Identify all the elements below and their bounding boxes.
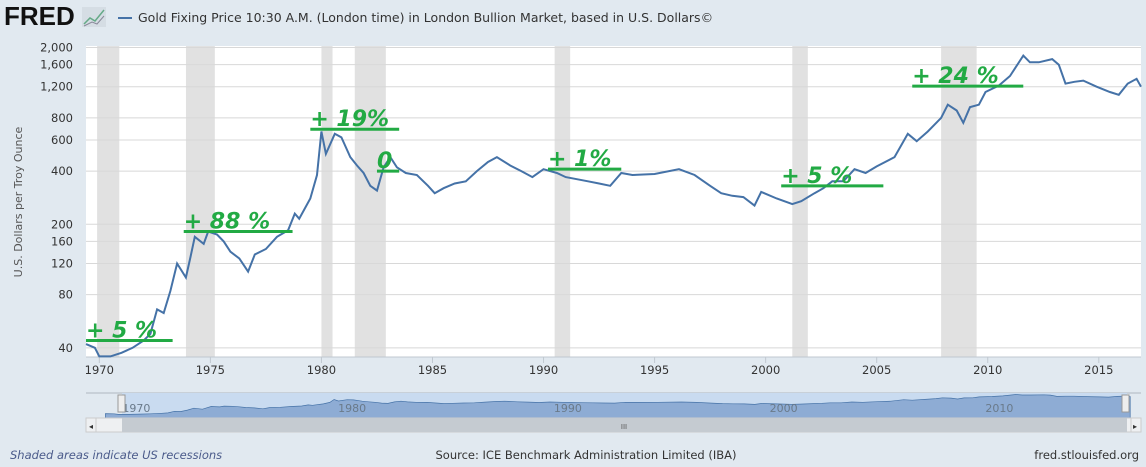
plot-area xyxy=(86,46,1141,357)
scroll-right-button[interactable]: ▸ xyxy=(1130,417,1142,433)
navigator-tick-label: 1970 xyxy=(122,402,150,415)
navigator-right-handle[interactable] xyxy=(1121,394,1130,413)
navigator-tick-label: 1980 xyxy=(338,402,366,415)
annotation-label: + 88 % xyxy=(184,210,270,235)
annotation-label: + 24 % xyxy=(912,64,998,89)
y-tick-label: 120 xyxy=(51,256,73,270)
annotation-label: + 19% xyxy=(310,107,389,132)
y-tick-label: 1,200 xyxy=(40,80,73,94)
fred-logo[interactable]: FRED xyxy=(4,1,75,31)
annotation-label: + 5 % xyxy=(781,164,852,189)
svg-text:▸: ▸ xyxy=(1133,422,1137,431)
fred-graph-icon xyxy=(82,7,106,27)
y-tick-label: 160 xyxy=(51,234,73,248)
annotation-label: + 1% xyxy=(548,147,611,172)
navigator-left-handle[interactable] xyxy=(117,394,126,413)
x-tick-label: 1995 xyxy=(640,363,669,377)
annotation-label: + 5 % xyxy=(86,319,157,344)
legend-label[interactable]: Gold Fixing Price 10:30 A.M. (London tim… xyxy=(138,10,713,25)
scroll-left-button[interactable]: ◂ xyxy=(85,417,97,433)
y-tick-label: 80 xyxy=(58,288,73,302)
recession-band xyxy=(354,46,386,357)
fred-site-link[interactable]: fred.stlouisfed.org xyxy=(1034,448,1139,462)
x-tick-label: 1975 xyxy=(196,363,225,377)
recessions-note-link[interactable]: Shaded areas indicate US recessions xyxy=(10,448,222,462)
x-tick-label: 1970 xyxy=(85,363,114,377)
x-tick-label: 1980 xyxy=(307,363,336,377)
recession-band xyxy=(554,46,571,357)
series-line xyxy=(85,54,1142,358)
y-axis-label: U.S. Dollars per Troy Ounce xyxy=(12,126,25,277)
y-tick-label: 1,600 xyxy=(40,58,73,72)
y-tick-label: 800 xyxy=(51,111,73,125)
recession-band xyxy=(185,46,215,357)
y-tick-label: 600 xyxy=(51,133,73,147)
recession-band xyxy=(321,46,333,357)
x-tick-label: 1990 xyxy=(529,363,558,377)
svg-text:◂: ◂ xyxy=(89,422,93,431)
y-tick-label: 200 xyxy=(51,217,73,231)
x-tick-label: 2010 xyxy=(973,363,1002,377)
y-tick-label: 400 xyxy=(51,164,73,178)
x-tick-label: 2005 xyxy=(862,363,891,377)
x-tick-label: 2015 xyxy=(1084,363,1113,377)
scrollbar-thumb[interactable] xyxy=(122,418,1127,432)
source-note: Source: ICE Benchmark Administration Lim… xyxy=(436,448,737,462)
navigator-tick-label: 2000 xyxy=(770,402,798,415)
annotation-label: 0 xyxy=(377,149,392,174)
y-tick-label: 2,000 xyxy=(40,41,73,55)
scrollbar-grip[interactable]: III xyxy=(621,423,627,431)
y-tick-label: 40 xyxy=(58,341,73,355)
navigator-tick-label: 1990 xyxy=(554,402,582,415)
recession-band xyxy=(941,46,977,357)
recession-band xyxy=(97,46,120,357)
x-tick-label: 1985 xyxy=(418,363,447,377)
navigator-series xyxy=(105,394,1131,419)
x-tick-label: 2000 xyxy=(751,363,780,377)
navigator-tick-label: 2010 xyxy=(985,402,1013,415)
